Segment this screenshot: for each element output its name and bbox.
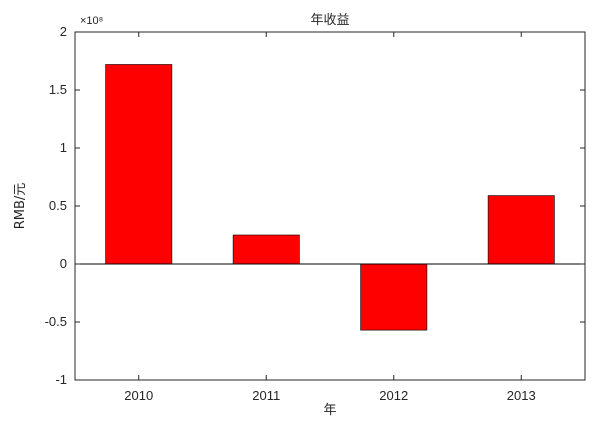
y-tick-label: 0.5 — [49, 198, 67, 213]
bar-2011 — [232, 234, 300, 265]
y-tick-label: 2 — [60, 24, 67, 39]
x-ticks-group: 2010 2011 2012 2013 — [124, 32, 536, 403]
bar-2010 — [105, 64, 173, 265]
chart-title: 年收益 — [310, 13, 349, 28]
y-tick-label: -0.5 — [45, 314, 67, 329]
bars-group — [105, 64, 555, 331]
y-axis-label: RMB/元 — [13, 183, 28, 230]
x-tick-label-2010: 2010 — [124, 388, 153, 403]
bar-2012 — [360, 263, 428, 331]
x-tick-label-2011: 2011 — [252, 388, 280, 403]
y-tick-label: 1.5 — [49, 82, 67, 97]
y-tick-label: 1 — [60, 140, 67, 155]
x-tick-label-2013: 2013 — [507, 388, 536, 403]
y-tick-label: 0 — [60, 256, 67, 271]
y-ticks-group: -1 -0.5 0 0.5 1 1.5 2 — [45, 24, 585, 387]
x-tick-label-2012: 2012 — [379, 388, 408, 403]
y-tick-label: -1 — [55, 372, 67, 387]
x-axis-label: 年 — [323, 403, 336, 418]
y-multiplier-label: ×10⁸ — [80, 15, 103, 27]
bar-2013 — [487, 195, 555, 265]
